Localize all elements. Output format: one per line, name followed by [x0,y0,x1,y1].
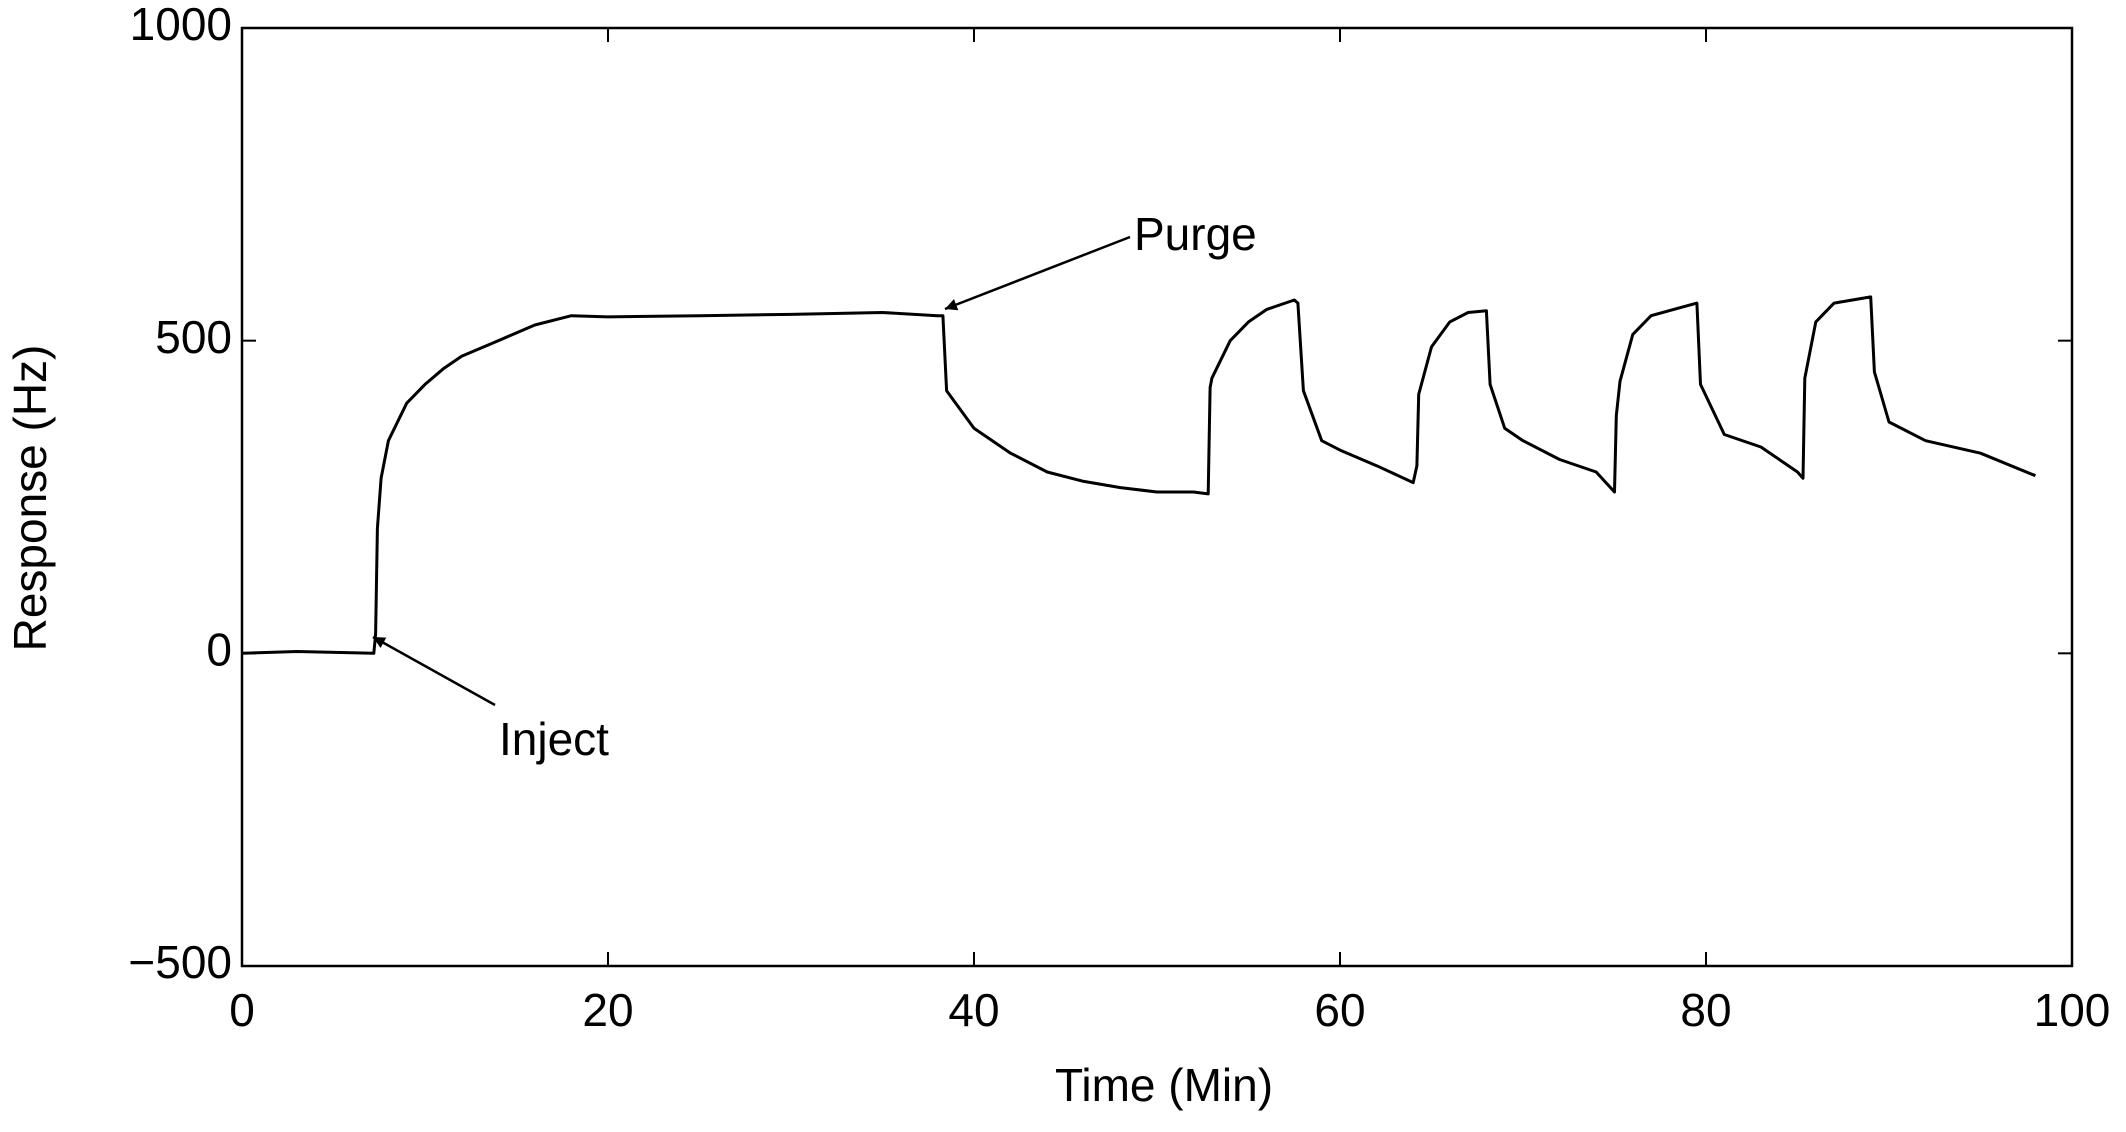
plot-frame [240,26,2074,968]
annotation-arrow [372,635,496,707]
x-axis-label: Time (Min) [1055,1059,1273,1111]
annotation-arrow [944,235,1131,311]
y-tick-label: 500 [155,311,232,363]
x-tick-label: 100 [2034,984,2111,1036]
data-line [241,295,2036,655]
x-tick-label: 0 [229,984,255,1036]
x-tick-label: 40 [948,984,999,1036]
y-tick-label: −500 [128,936,232,988]
annotation: Inject [499,713,609,765]
x-tick-label: 60 [1314,984,1365,1036]
y-tick-label: 0 [206,623,232,675]
annotation: Purge [1134,208,1257,260]
x-tick-label: 20 [582,984,633,1036]
y-tick-label: 1000 [130,0,232,50]
x-tick-label: 80 [1680,984,1731,1036]
y-axis-label: Response (Hz) [4,345,56,652]
